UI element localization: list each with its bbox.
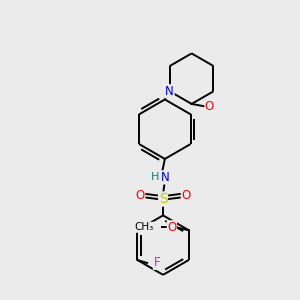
Text: O: O <box>181 189 190 202</box>
Text: CH₃: CH₃ <box>135 222 154 232</box>
Text: O: O <box>167 221 176 234</box>
Text: F: F <box>153 256 160 269</box>
Text: H: H <box>151 172 160 182</box>
Text: S: S <box>159 192 167 206</box>
Text: N: N <box>160 171 169 184</box>
Text: O: O <box>205 100 214 113</box>
Text: N: N <box>165 85 174 98</box>
Text: O: O <box>136 189 145 202</box>
